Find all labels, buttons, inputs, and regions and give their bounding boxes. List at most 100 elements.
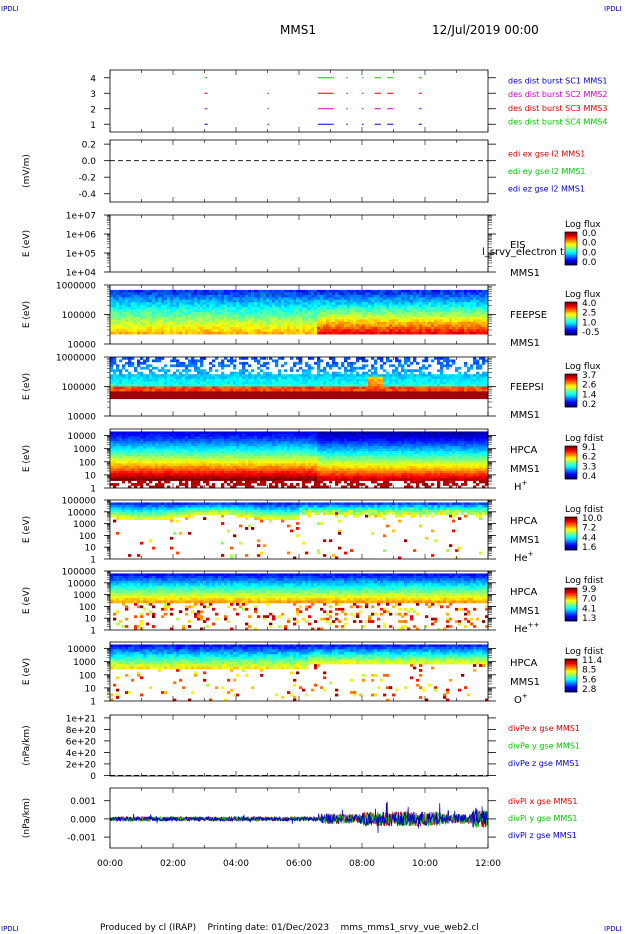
spectrogram-cell <box>299 388 303 392</box>
spectrogram-cell <box>197 294 201 298</box>
spectrogram-cell <box>392 369 396 373</box>
spectrogram-cell <box>131 470 135 474</box>
spectrogram-cell <box>152 458 156 462</box>
spectrogram-cell <box>350 292 354 296</box>
spectrogram-cell <box>197 384 201 387</box>
spectrogram-cell <box>428 304 432 308</box>
spectrogram-cell <box>335 324 339 328</box>
spectrogram-cell <box>122 388 126 392</box>
spectrogram-cell <box>293 316 297 320</box>
spectrogram-cell <box>200 292 204 296</box>
spectrogram-cell <box>278 297 282 301</box>
spectrogram-cell <box>137 314 141 318</box>
spectrogram-cell <box>437 386 441 390</box>
colorbar-swatch <box>565 255 577 258</box>
spectrogram-cell <box>329 374 333 377</box>
spectrogram-cell <box>146 436 150 440</box>
spectrogram-cell <box>416 386 420 390</box>
spectrogram-cell <box>395 388 399 392</box>
spectrogram-cell <box>221 314 225 318</box>
spectrogram-cell <box>179 478 183 481</box>
spectrogram-cell <box>176 475 180 479</box>
spectrogram-cell <box>191 391 195 395</box>
spectrogram-cell <box>116 369 120 373</box>
spectrogram-cell <box>323 331 327 335</box>
colorbar-title: Log flux <box>565 290 601 300</box>
spectrogram-cell <box>332 379 336 382</box>
spectrogram-cell <box>242 319 246 323</box>
spectrogram-cell <box>233 331 237 335</box>
spectrogram-cell <box>314 381 318 385</box>
spectrogram-cell <box>209 386 213 390</box>
spectrogram-cell <box>182 329 186 333</box>
spectrogram-cell <box>137 388 141 392</box>
spectrogram-cell <box>224 289 228 293</box>
spectrogram-cell <box>212 329 216 333</box>
spectrogram-cell <box>125 324 129 328</box>
spectrogram-cell <box>191 475 195 479</box>
spectrogram-cell <box>269 299 273 303</box>
spectrogram-cell <box>158 475 162 479</box>
spectrogram-cell <box>287 386 291 390</box>
spectrogram-cell <box>377 391 381 395</box>
spectrogram-cell <box>224 391 228 395</box>
spectrogram-cell <box>230 359 234 363</box>
spectrogram-cell <box>263 319 267 323</box>
spectrogram-cell <box>122 451 126 454</box>
spectrogram-cell <box>296 316 300 320</box>
spectrogram-cell <box>473 381 477 385</box>
spectrogram-cell <box>293 319 297 323</box>
spectrogram-cell <box>422 376 426 380</box>
spectrogram-cell <box>314 297 318 301</box>
spectrogram-cell <box>431 304 435 308</box>
spectrogram-cell <box>467 316 471 320</box>
spectrogram-cell <box>242 381 246 385</box>
spectrogram-cell <box>227 316 231 320</box>
spectrogram-cell <box>146 393 150 397</box>
spectrogram-cell <box>185 436 189 440</box>
spectrogram-cell <box>185 441 189 445</box>
spectrogram-cell <box>128 468 132 472</box>
spectrogram-cell <box>284 319 288 323</box>
spectrogram-cell <box>305 294 309 298</box>
spectrogram-cell <box>329 326 333 330</box>
spectrogram-cell <box>443 289 447 293</box>
spectrogram-cell <box>299 321 303 325</box>
spectrogram-cell <box>191 453 195 457</box>
spectrogram-cell <box>167 438 171 442</box>
spectrogram-cell <box>341 381 345 385</box>
spectrogram-cell <box>182 388 186 392</box>
spectrogram-cell <box>362 359 366 363</box>
spectrogram-cell <box>140 441 144 445</box>
spectrogram-cell <box>185 448 189 452</box>
spectrogram-cell <box>413 321 417 325</box>
spectrogram-cell <box>371 384 375 387</box>
spectrogram-cell <box>275 361 279 365</box>
spectrogram-cell <box>368 379 372 382</box>
spectrogram-cell <box>476 316 480 320</box>
spectrogram-cell <box>218 316 222 320</box>
spectrogram-cell <box>230 307 234 310</box>
spectrogram-cell <box>131 376 135 380</box>
spectrogram-cell <box>314 396 318 400</box>
spectrogram-cell <box>410 393 414 397</box>
spectrogram-cell <box>308 309 312 313</box>
spectrogram-cell <box>125 433 129 437</box>
spectrogram-cell <box>476 379 480 382</box>
spectrogram-cell <box>146 324 150 328</box>
spectrogram-cell <box>464 297 468 301</box>
spectrogram-cell <box>440 366 444 370</box>
spectrogram-cell <box>317 307 321 310</box>
spectrogram-cell <box>149 294 153 298</box>
spectrogram-cell <box>380 289 384 293</box>
spectrogram-cell <box>347 364 351 368</box>
spectrogram-cell <box>233 379 237 382</box>
spectrogram-cell <box>197 443 201 447</box>
spectrogram-cell <box>401 366 405 370</box>
spectrogram-cell <box>362 312 366 315</box>
spectrogram-cell <box>158 302 162 305</box>
spectrogram-cell <box>446 299 450 303</box>
spectrogram-cell <box>293 309 297 313</box>
spectrogram-cell <box>446 331 450 335</box>
spectrogram-cell <box>245 302 249 305</box>
